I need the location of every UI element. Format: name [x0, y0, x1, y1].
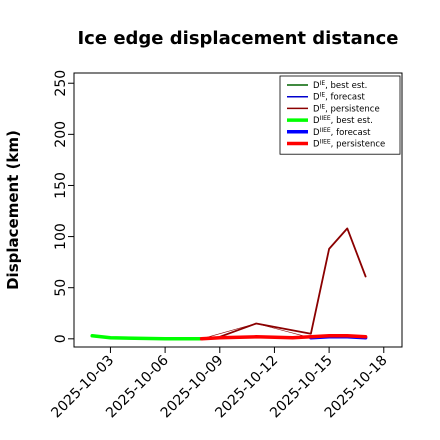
legend-label: DIIEE, persistence [313, 139, 385, 150]
x-axis-ticks: 2025-10-032025-10-062025-10-092025-10-12… [48, 347, 391, 421]
legend-label: DIE, persistence [313, 103, 380, 114]
y-tick-label: 50 [53, 279, 69, 297]
y-tick-label: 100 [53, 223, 69, 250]
series-layer [90, 227, 368, 341]
legend-label: DIE, forecast [313, 92, 366, 103]
y-axis-ticks: 0 50 100 150 200 250 [53, 70, 74, 343]
legend-label: DIIEE, best est. [313, 115, 373, 126]
plot-frame [73, 72, 403, 348]
series-line-d-iiee-persistence [199, 334, 368, 341]
y-tick-label: 0 [53, 334, 69, 343]
y-tick-label: 250 [53, 70, 69, 97]
legend-box [279, 75, 401, 155]
series-line-d-iiee-best-est [90, 334, 204, 341]
chart-title: Ice edge displacement distance [77, 28, 398, 49]
y-tick-label: 150 [53, 172, 69, 199]
y-tick-label: 200 [53, 121, 69, 148]
y-axis-label: Displacement (km) [4, 130, 22, 290]
legend-label: DIIEE, forecast [313, 127, 371, 138]
legend-label: DIE, best est. [313, 80, 367, 91]
series-line-d-ie-persistence [218, 227, 367, 338]
